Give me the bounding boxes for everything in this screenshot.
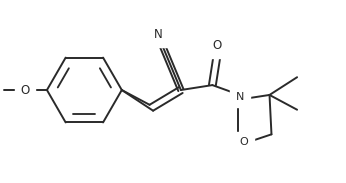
Text: O: O bbox=[213, 39, 222, 52]
Text: N: N bbox=[236, 92, 244, 102]
Text: N: N bbox=[154, 28, 163, 41]
Text: O: O bbox=[239, 137, 248, 147]
Text: O: O bbox=[21, 83, 30, 96]
